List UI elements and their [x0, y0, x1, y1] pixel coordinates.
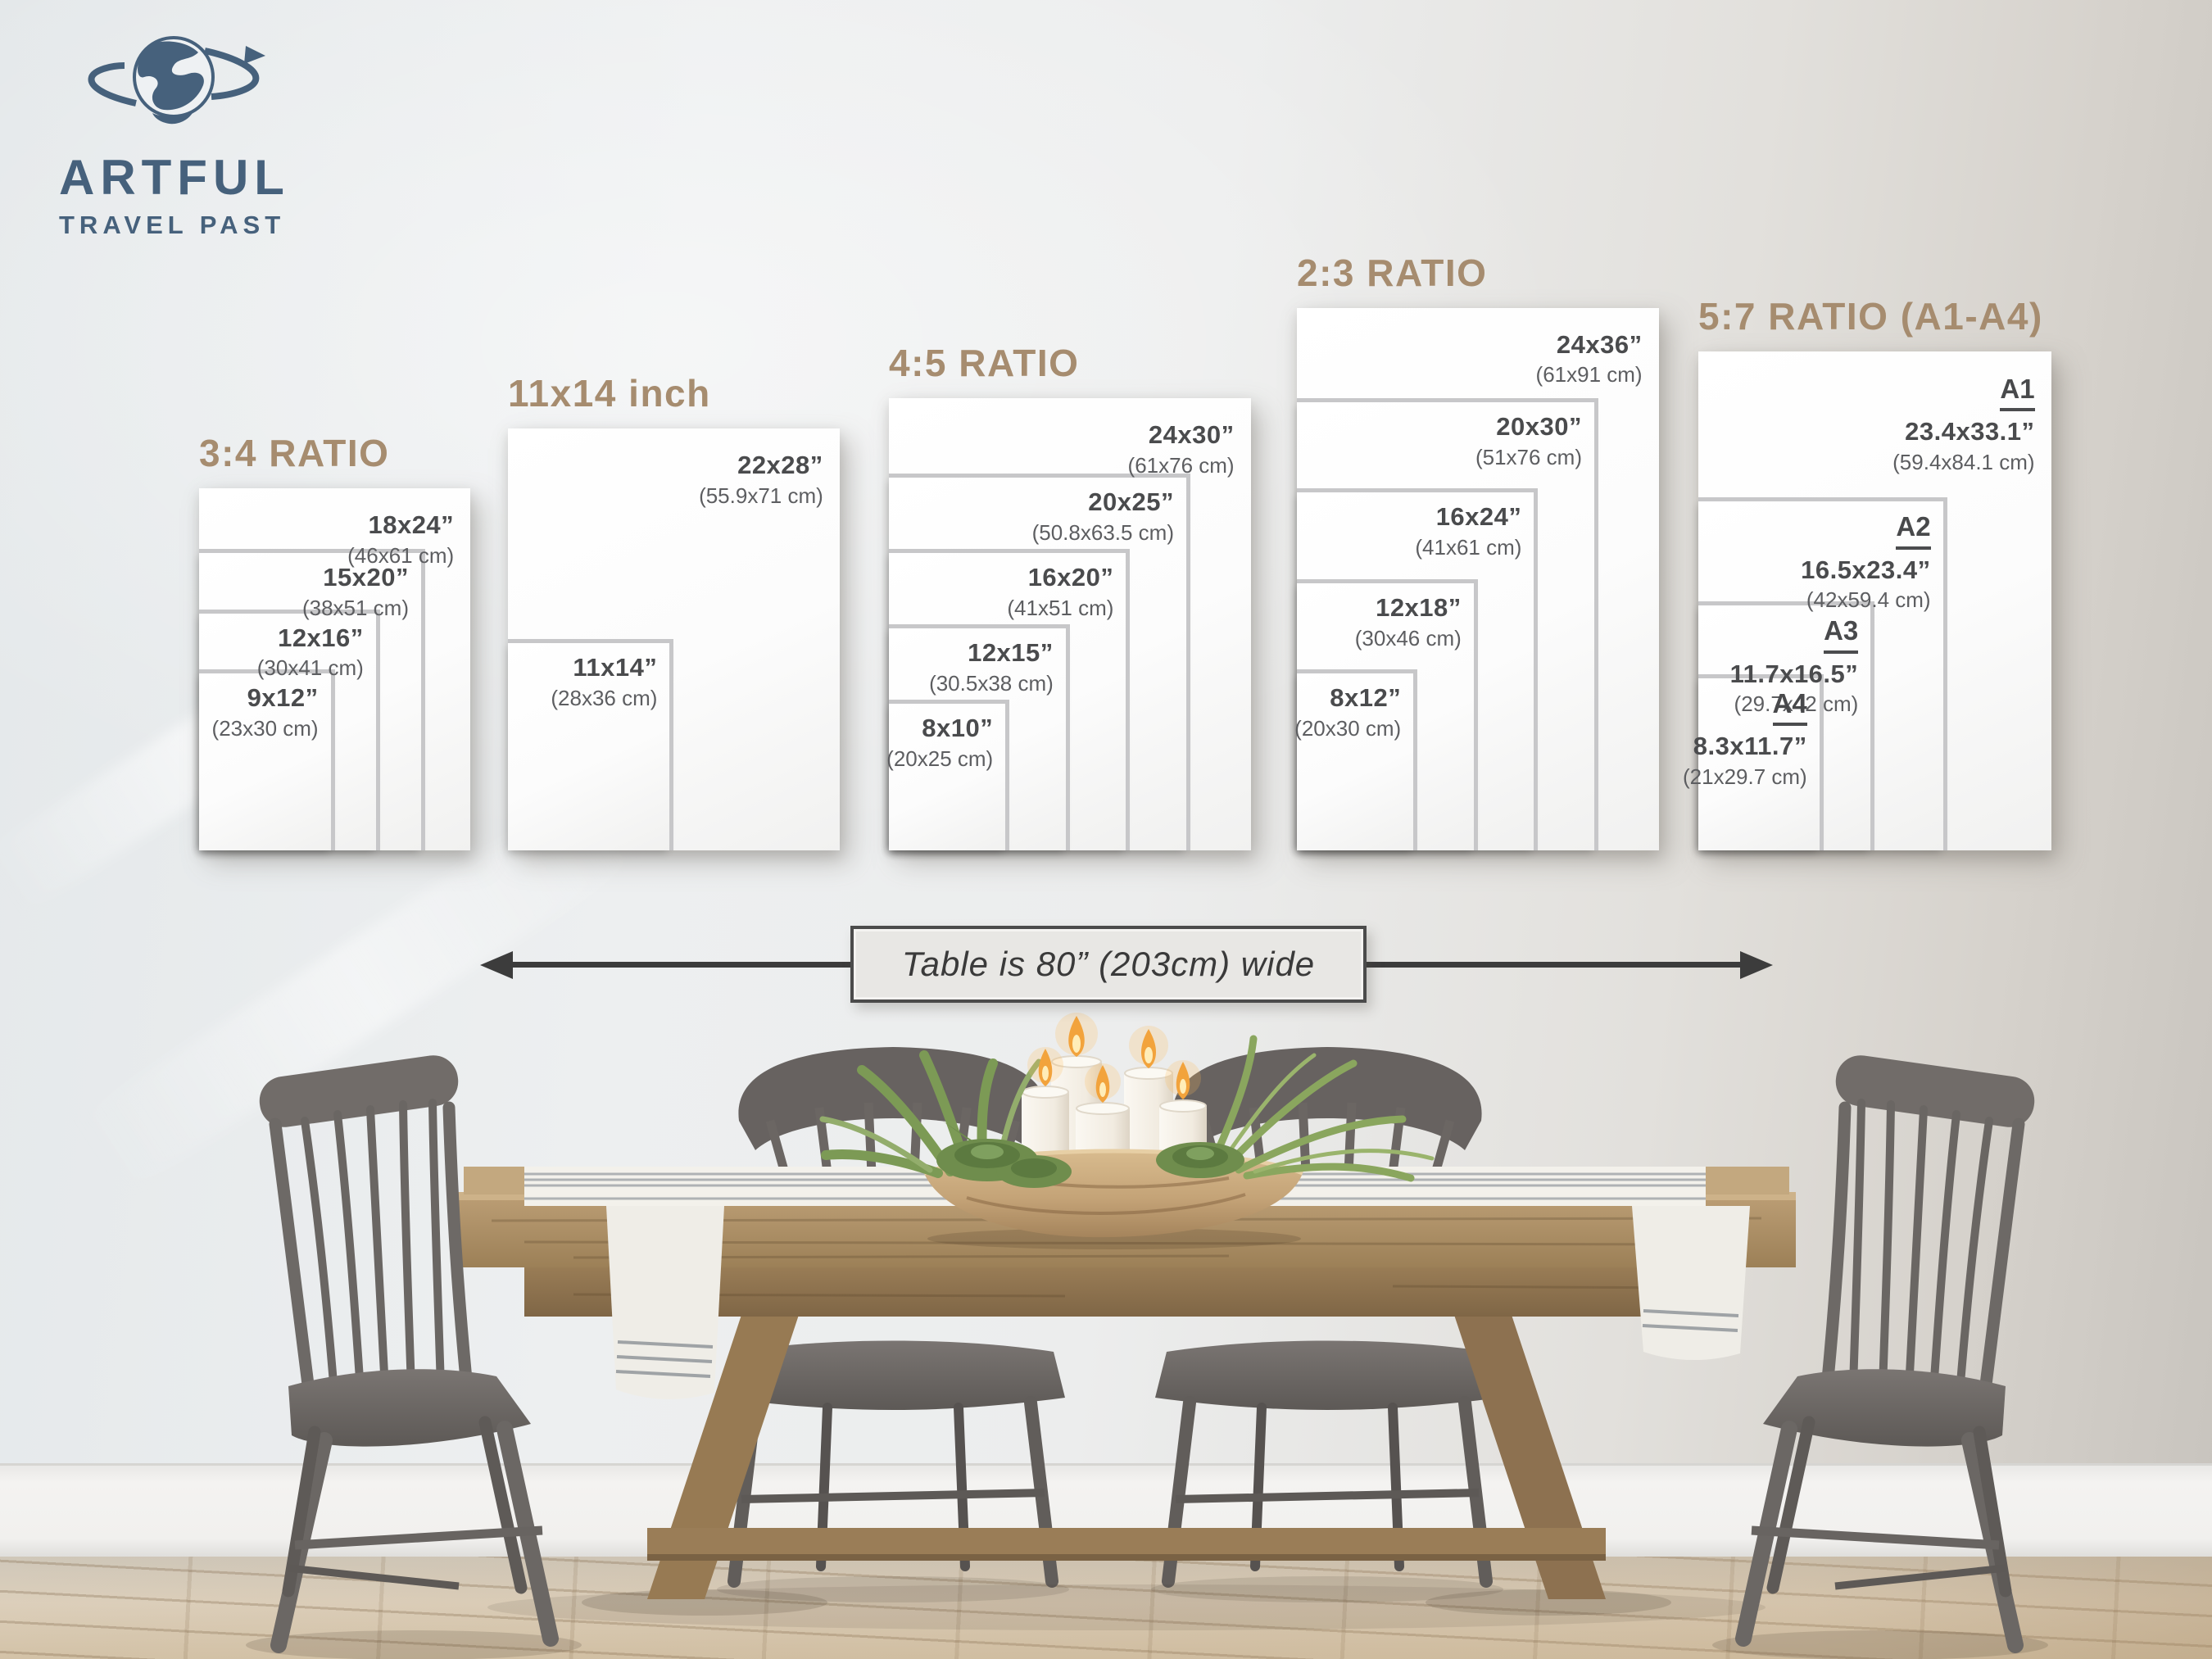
size-label: A2 16.5x23.4” (42x59.4 cm) [1801, 510, 1931, 614]
poster-frame [1297, 669, 1418, 850]
size-label: 8x10” (20x25 cm) [886, 713, 993, 773]
size-label: A4 8.3x11.7” (21x29.7 cm) [1683, 687, 1807, 791]
size-label: 24x30” (61x76 cm) [1128, 419, 1235, 479]
size-label: 12x18” (30x46 cm) [1355, 592, 1462, 652]
size-name: A1 [1892, 373, 2035, 412]
poster-group: 5:7 RATIO (A1-A4) A1 23.4x33.1” (59.4x84.1 … [1683, 295, 2051, 850]
table-width-text: Table is 80” (203cm) wide [901, 945, 1316, 983]
size-label: 12x15” (30.5x38 cm) [929, 637, 1054, 697]
size-label: 8x12” (20x30 cm) [1294, 682, 1401, 742]
size-inches: 16x20” [1027, 563, 1114, 592]
size-label: 15x20” (38x51 cm) [302, 562, 409, 622]
size-name: A4 [1683, 687, 1807, 726]
globe-orbit-icon [74, 25, 279, 147]
size-cm: (30x46 cm) [1354, 625, 1462, 650]
size-cm: (20x25 cm) [886, 746, 994, 771]
arrow-left-icon [480, 951, 513, 979]
size-label: 20x30” (51x76 cm) [1475, 411, 1582, 471]
size-name-text: A3 [1824, 614, 1859, 654]
group-title: 11x14 inch [508, 371, 711, 415]
size-inches: 8.3x11.7” [1693, 731, 1807, 760]
size-label: 24x36” (61x91 cm) [1536, 329, 1643, 389]
size-inches: 20x30” [1496, 411, 1582, 441]
group-title: 4:5 RATIO [889, 342, 1080, 384]
size-inches: 24x30” [1148, 420, 1235, 449]
size-label: 12x16” (30x41 cm) [257, 623, 364, 682]
size-label: 16x24” (41x61 cm) [1415, 501, 1521, 561]
size-cm: (41x51 cm) [1007, 595, 1114, 620]
size-name-text: A4 [1772, 687, 1807, 726]
size-inches: 15x20” [323, 562, 409, 592]
size-cm: (29.7x42 cm) [1734, 691, 1859, 717]
group-title: 5:7 RATIO (A1-A4) [1698, 294, 2043, 338]
brand-name: ARTFUL [59, 150, 290, 205]
size-cm: (59.4x84.1 cm) [1892, 450, 2035, 475]
brand-tagline: TRAVEL PAST [59, 211, 286, 239]
group-title: 2:3 RATIO [1297, 251, 1488, 294]
poster-frame [1698, 673, 1824, 850]
table-width-note: Table is 80” (203cm) wide [850, 926, 1367, 1003]
size-inches: 9x12” [247, 683, 319, 713]
size-cm: (23x30 cm) [211, 716, 319, 741]
size-inches: 16.5x23.4” [1801, 555, 1931, 584]
size-cm: (30x41 cm) [256, 655, 364, 681]
size-inches: 11x14” [573, 653, 658, 682]
poster-group: 2:3 RATIO 24x36” (61x91 cm) 20x30” (51x76 cm… [1294, 252, 1659, 850]
size-label: 11x14” (28x36 cm) [551, 652, 657, 712]
size-inches: 12x18” [1376, 592, 1462, 622]
size-inches: 8x12” [1330, 683, 1402, 713]
size-inches: 11.7x16.5” [1729, 659, 1859, 688]
size-label: 9x12” (23x30 cm) [212, 682, 319, 742]
size-inches: 24x36” [1556, 329, 1643, 359]
size-inches: 22x28” [737, 450, 823, 479]
size-cm: (61x91 cm) [1535, 362, 1643, 388]
size-inches: 8x10” [922, 714, 994, 742]
size-cm: (42x59.4 cm) [1806, 587, 1931, 613]
size-cm: (46x61 cm) [347, 543, 455, 569]
size-cm: (55.9x71 cm) [699, 483, 823, 508]
size-inches: 12x15” [968, 638, 1054, 667]
size-label: A1 23.4x33.1” (59.4x84.1 cm) [1892, 373, 2035, 476]
size-label: 22x28” (55.9x71 cm) [699, 450, 823, 510]
size-name: A3 [1730, 614, 1859, 654]
size-cm: (28x36 cm) [551, 686, 658, 711]
size-inches: 16x24” [1435, 502, 1522, 532]
size-cm: (50.8x63.5 cm) [1031, 519, 1174, 545]
size-label: 18x24” (46x61 cm) [347, 510, 454, 569]
size-name-text: A1 [2000, 373, 2035, 412]
brand-logo: ARTFUL TRAVEL PAST [59, 25, 329, 240]
arrow-right-icon [1740, 951, 1773, 979]
poster-group: 11x14 inch 22x28” (55.9x71 cm) 11x14” (28x36… [508, 372, 840, 850]
size-inches: 23.4x33.1” [1905, 417, 2035, 446]
size-name: A2 [1801, 510, 1931, 550]
size-cm: (61x76 cm) [1127, 452, 1235, 478]
poster-group: 4:5 RATIO 24x30” (61x76 cm) 20x25” (50.8x63.… [886, 342, 1251, 850]
size-cm: (21x29.7 cm) [1682, 764, 1807, 789]
size-label: 16x20” (41x51 cm) [1007, 562, 1113, 622]
poster-frame [889, 700, 1010, 850]
size-inches: 12x16” [278, 623, 364, 652]
size-cm: (51x76 cm) [1475, 444, 1582, 469]
poster-frame [508, 639, 674, 850]
poster-frame [199, 669, 335, 850]
size-cm: (41x61 cm) [1415, 535, 1522, 560]
group-title: 3:4 RATIO [199, 432, 390, 475]
size-cm: (20x30 cm) [1294, 716, 1402, 741]
size-inches: 18x24” [368, 510, 455, 540]
poster-group: 3:4 RATIO 18x24” (46x61 cm) 15x20” (38x51 cm… [199, 432, 471, 850]
size-inches: 20x25” [1088, 487, 1174, 516]
size-cm: (38x51 cm) [301, 595, 409, 620]
size-name-text: A2 [1896, 510, 1931, 550]
size-cm: (30.5x38 cm) [929, 670, 1054, 696]
size-label: 20x25” (50.8x63.5 cm) [1032, 487, 1174, 546]
size-label: A3 11.7x16.5” (29.7x42 cm) [1730, 614, 1859, 718]
